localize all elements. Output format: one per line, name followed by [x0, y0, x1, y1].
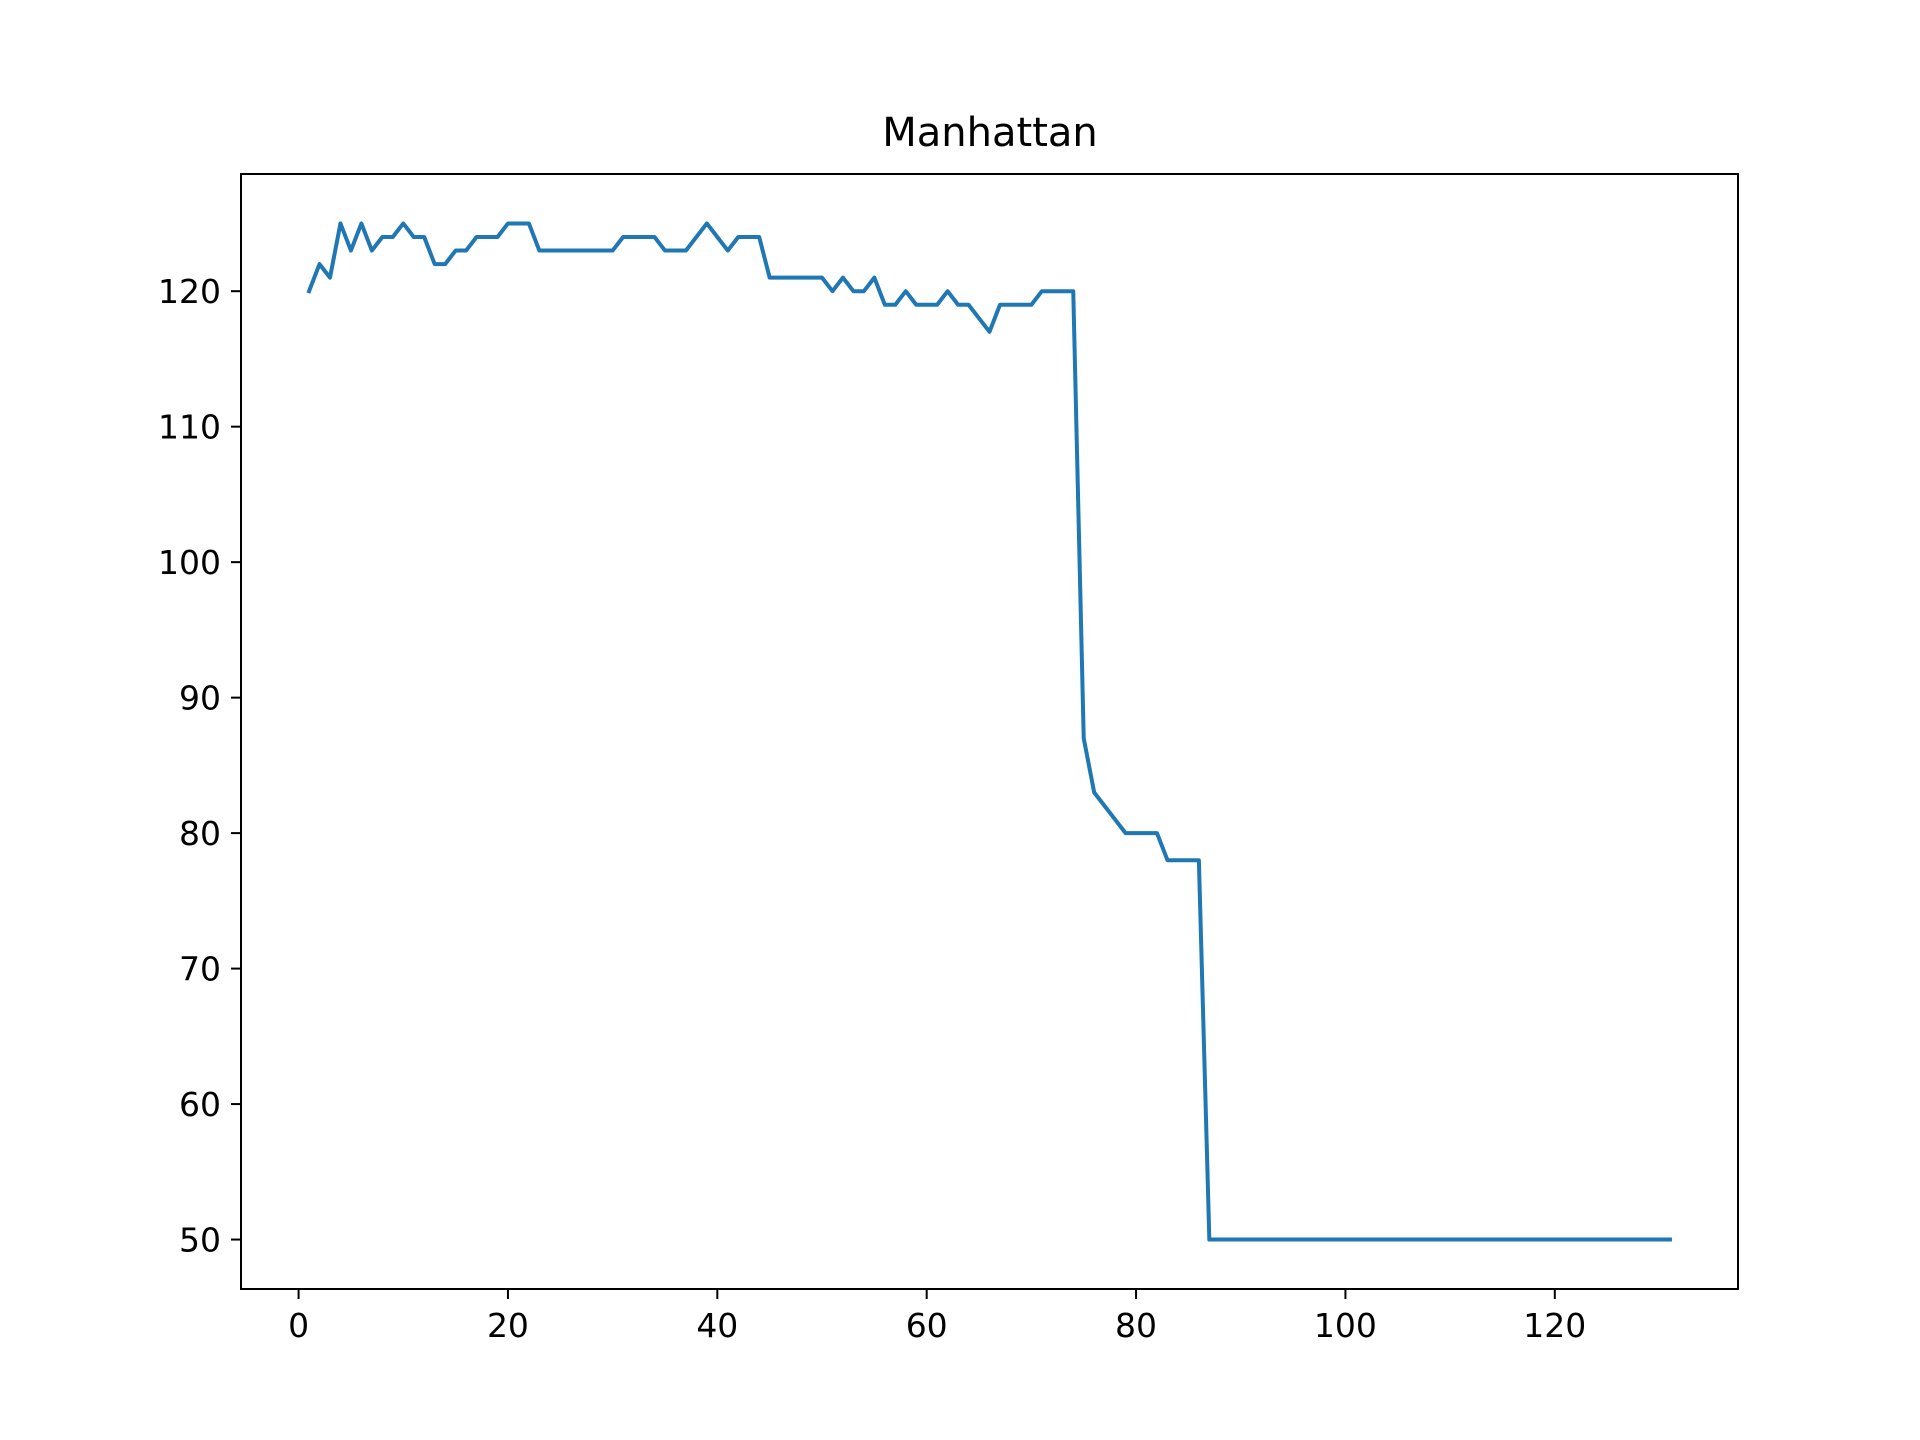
- chart-title: Manhattan: [882, 110, 1097, 156]
- x-tick-label: 60: [906, 1306, 948, 1345]
- x-tick-label: 20: [487, 1306, 529, 1345]
- x-tick-label: 40: [696, 1306, 738, 1345]
- x-tick-label: 0: [288, 1306, 309, 1345]
- series-line-0: [306, 221, 1672, 1242]
- y-tick-label: 110: [158, 408, 221, 447]
- y-tick-label: 100: [158, 543, 221, 582]
- y-tick-label: 50: [179, 1221, 221, 1260]
- y-tick-label: 70: [179, 950, 221, 989]
- axes-frame: [240, 173, 1739, 1290]
- x-tick-label: 80: [1115, 1306, 1157, 1345]
- x-tick-label: 100: [1314, 1306, 1377, 1345]
- x-tick-label: 120: [1523, 1306, 1586, 1345]
- y-tick-label: 90: [179, 679, 221, 718]
- y-tick-label: 60: [179, 1085, 221, 1124]
- y-tick-label: 80: [179, 814, 221, 853]
- plot-area: 0 20 40 60 80 100 120 50 60 70 80 90 100 110 120: [158, 173, 1739, 1345]
- y-tick-label: 120: [158, 272, 221, 311]
